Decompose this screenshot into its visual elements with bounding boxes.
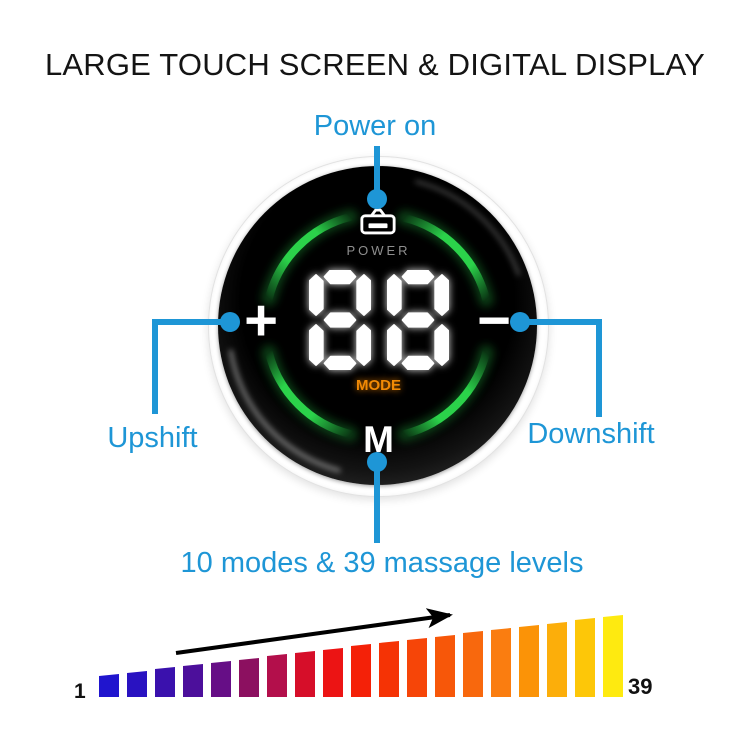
level-bar — [379, 641, 399, 697]
level-bar — [351, 644, 371, 697]
downshift-label: Downshift — [527, 418, 655, 450]
level-chart: 1 39 — [0, 600, 750, 730]
level-start-label: 1 — [74, 680, 86, 703]
modes-levels-caption: 10 modes & 39 massage levels — [180, 547, 584, 579]
power-text: POWER — [346, 243, 411, 258]
level-bar — [211, 661, 231, 697]
level-bar — [491, 628, 511, 697]
minus-button[interactable]: − — [477, 288, 511, 353]
plus-button[interactable]: + — [244, 288, 278, 353]
level-bars — [99, 600, 623, 697]
level-bar — [407, 638, 427, 697]
screen-arcs — [228, 180, 520, 473]
power-adapter-icon[interactable] — [359, 207, 397, 236]
level-bar — [575, 618, 595, 697]
massager-controller: POWER MODE M + − — [208, 156, 549, 497]
level-bar — [127, 671, 147, 697]
upshift-label: Upshift — [107, 422, 198, 454]
power-on-label: Power on — [313, 110, 437, 142]
level-bar — [603, 615, 623, 697]
level-bar — [183, 664, 203, 697]
level-bar — [519, 625, 539, 697]
level-bar — [547, 622, 567, 697]
level-bar — [295, 651, 315, 697]
level-bar — [323, 648, 343, 697]
page-title: LARGE TOUCH SCREEN & DIGITAL DISPLAY — [44, 47, 706, 82]
level-bar — [239, 658, 259, 697]
m-button[interactable]: M — [363, 419, 394, 460]
seg-digit — [308, 270, 371, 370]
level-end-label: 39 — [628, 674, 653, 699]
mode-text: MODE — [356, 377, 401, 394]
level-bar — [155, 667, 175, 697]
seven-segment-display — [209, 270, 548, 370]
level-bar — [463, 631, 483, 697]
increase-arrow-icon — [175, 608, 453, 655]
seg-digit — [386, 270, 449, 370]
level-bar — [435, 635, 455, 697]
level-bar — [99, 674, 119, 697]
level-bar — [267, 654, 287, 697]
